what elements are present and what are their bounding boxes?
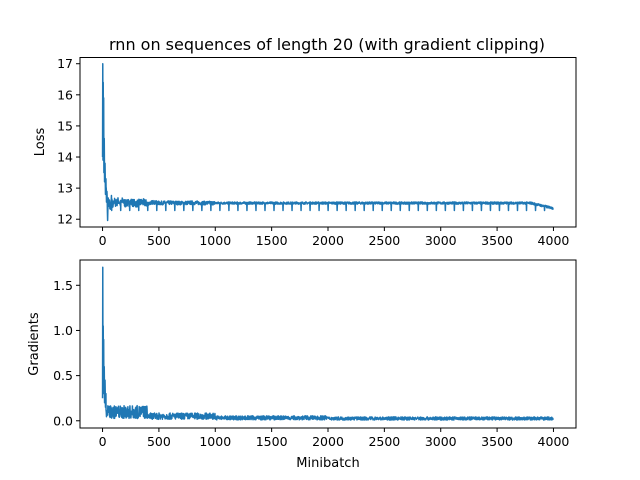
x-tick-label: 1000	[199, 233, 231, 248]
x-tick-label: 500	[147, 233, 171, 248]
gradients-plot-series	[101, 266, 555, 421]
x-tick-label: 3500	[481, 434, 513, 449]
x-tick-label: 1500	[256, 434, 288, 449]
x-tick-label: 4000	[538, 434, 570, 449]
x-tick-label: 0	[99, 233, 107, 248]
x-tick-label: 1500	[256, 233, 288, 248]
loss-series-line	[101, 62, 554, 222]
y-tick-label: 12	[57, 212, 73, 227]
loss-plot: 0 500 1000 1500 2000 2500 3000 3500 4000 12 13 14 15…	[33, 56, 577, 248]
y-tick-label: 1.5	[53, 278, 73, 293]
y-tick-label: 15	[57, 118, 73, 133]
y-tick-label: 13	[57, 181, 73, 196]
y-tick-label: 17	[57, 56, 73, 71]
gradients-series-line	[101, 266, 555, 421]
loss-plot-series	[101, 62, 554, 222]
x-tick-label: 3000	[425, 434, 457, 449]
chart-title: rnn on sequences of length 20 (with grad…	[109, 35, 545, 54]
x-tick-label: 500	[147, 434, 171, 449]
x-tick-label: 2500	[368, 233, 400, 248]
y-tick-label: 1.0	[53, 323, 73, 338]
x-tick-label: 2500	[368, 434, 400, 449]
y-tick-label: 0.0	[53, 413, 73, 428]
loss-plot-ticks: 0 500 1000 1500 2000 2500 3000 3500 4000 12 13 14 15…	[57, 56, 569, 248]
minibatch-axis-label: Minibatch	[296, 456, 359, 471]
gradients-plot-frame	[79, 259, 577, 429]
y-tick-label: 14	[57, 150, 73, 165]
x-tick-label: 3500	[481, 233, 513, 248]
x-tick-label: 3000	[425, 233, 457, 248]
y-tick-label: 16	[57, 87, 73, 102]
x-tick-label: 2000	[312, 434, 344, 449]
gradients-plot-ticks: 0 500 1000 1500 2000 2500 3000 3500 4000 0.0 0.5 1.…	[53, 278, 569, 449]
gradients-plot: 0 500 1000 1500 2000 2500 3000 3500 4000 0.0 0.5 1.…	[27, 259, 577, 471]
y-tick-label: 0.5	[53, 368, 73, 383]
gradients-axis-label: Gradients	[27, 312, 42, 376]
x-tick-label: 4000	[538, 233, 570, 248]
x-tick-label: 0	[99, 434, 107, 449]
x-tick-label: 2000	[312, 233, 344, 248]
x-tick-label: 1000	[199, 434, 231, 449]
loss-axis-label: Loss	[33, 128, 48, 157]
